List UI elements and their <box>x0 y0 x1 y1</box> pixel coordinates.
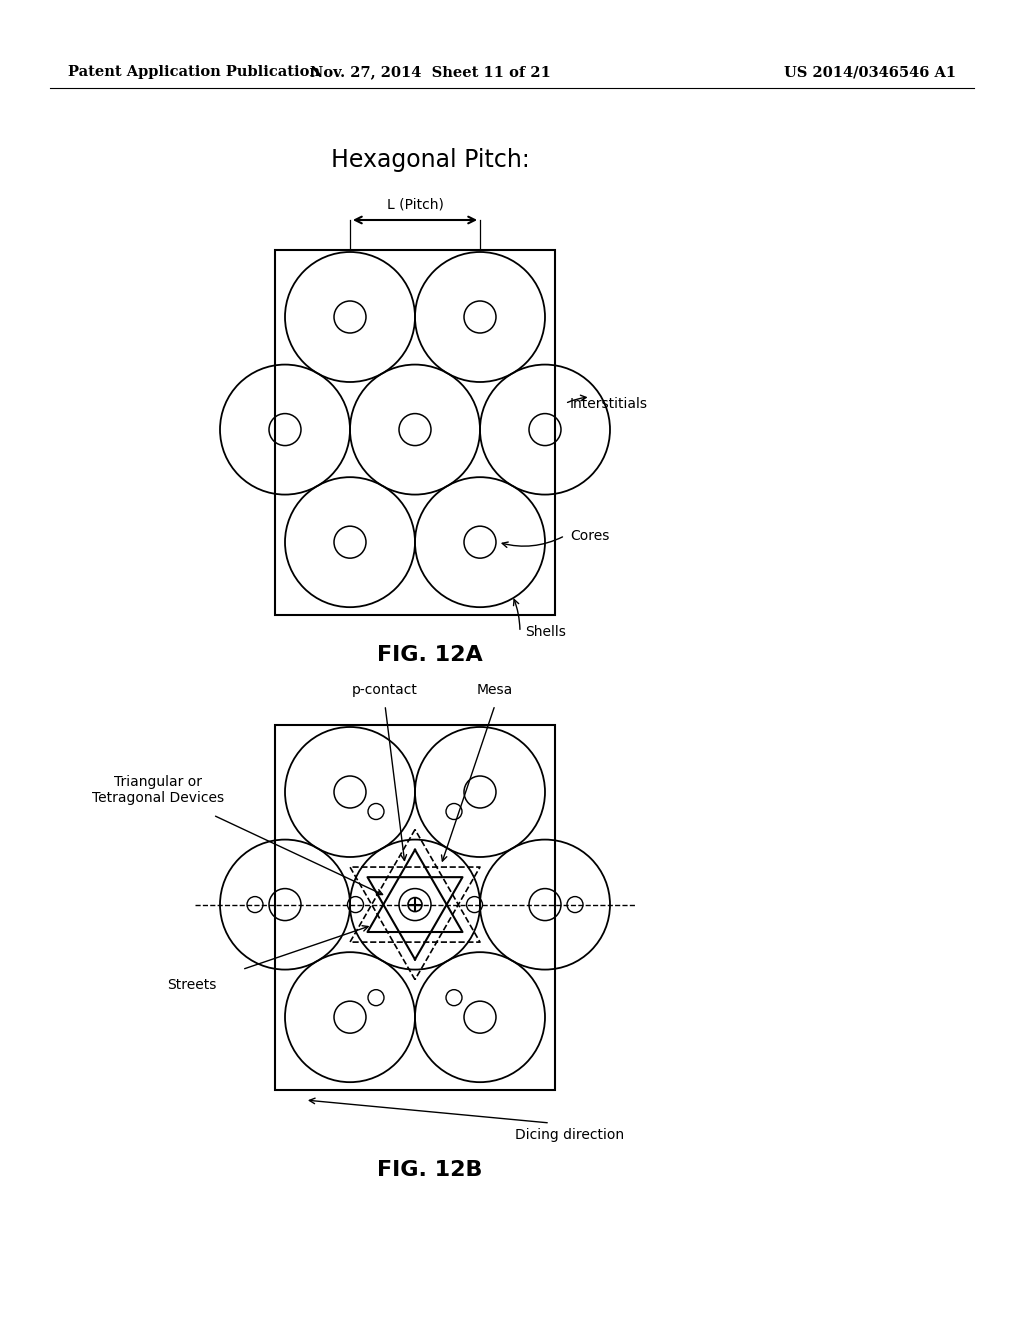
Text: Dicing direction: Dicing direction <box>515 1129 625 1142</box>
Text: p-contact: p-contact <box>352 682 418 697</box>
Bar <box>275 725 555 1090</box>
Text: L (Pitch): L (Pitch) <box>387 197 443 211</box>
Text: Shells: Shells <box>525 626 566 639</box>
Bar <box>275 249 555 615</box>
Text: Mesa: Mesa <box>477 682 513 697</box>
Text: Interstitials: Interstitials <box>570 396 648 411</box>
Text: Streets: Streets <box>167 978 217 991</box>
Text: Cores: Cores <box>570 529 609 543</box>
Text: US 2014/0346546 A1: US 2014/0346546 A1 <box>784 65 956 79</box>
Text: Nov. 27, 2014  Sheet 11 of 21: Nov. 27, 2014 Sheet 11 of 21 <box>309 65 551 79</box>
Text: Hexagonal Pitch:: Hexagonal Pitch: <box>331 148 529 172</box>
Text: Patent Application Publication: Patent Application Publication <box>68 65 319 79</box>
Text: FIG. 12B: FIG. 12B <box>377 1160 482 1180</box>
Text: Triangular or
Tetragonal Devices: Triangular or Tetragonal Devices <box>92 775 224 805</box>
Text: FIG. 12A: FIG. 12A <box>377 645 483 665</box>
